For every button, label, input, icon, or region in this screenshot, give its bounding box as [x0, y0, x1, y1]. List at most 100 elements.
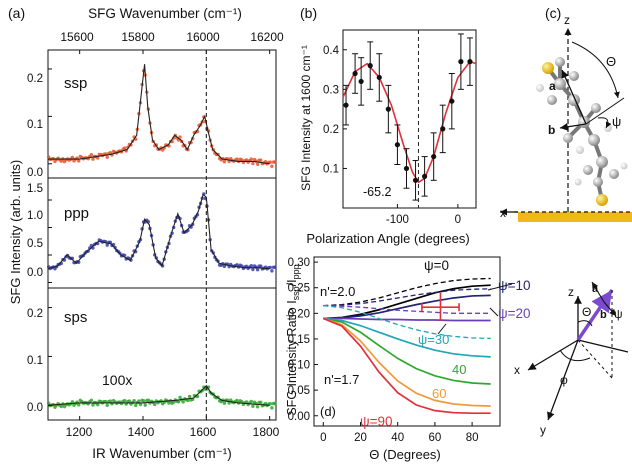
- ppp-tick-label: 1.5: [27, 183, 43, 195]
- b-x-tick-label: 0: [455, 214, 461, 226]
- d-x-tick-label: 20: [354, 432, 367, 444]
- ppp-tick-label: 0.5: [27, 238, 43, 250]
- axes-b: [603, 301, 617, 317]
- molecule-b-axis: [559, 122, 587, 131]
- axes-phi-label: φ: [560, 373, 568, 387]
- ssp-data-point: [105, 155, 109, 159]
- panel-d-plot: [322, 277, 491, 415]
- panel-d-x-label: Θ (Degrees): [369, 447, 441, 462]
- sps-data-point: [249, 399, 253, 404]
- ppp-data-point: [270, 269, 274, 273]
- ssp-data-point: [122, 146, 127, 150]
- b-data-point: [385, 106, 391, 112]
- panel-b-axes: 0.1 0.2 0.3 0.4 -100 0: [323, 45, 461, 226]
- psi-40-label: 40: [452, 362, 466, 377]
- d-x-tick-label: 40: [391, 432, 404, 444]
- sps-data-point: [91, 403, 95, 407]
- panel-a-bottom-tick: 1200: [66, 425, 93, 439]
- panel-d-n17: n'=1.7: [324, 372, 359, 387]
- panel-a-bottom-tick: 1600: [190, 425, 217, 439]
- d-x-tick-label: 80: [466, 432, 479, 444]
- d-series-line-4: [323, 317, 491, 385]
- gold-surface: [518, 212, 632, 222]
- sps-data-point: [70, 400, 75, 404]
- psi-20-label: ψ=20: [498, 306, 531, 321]
- sps-data-point: [132, 398, 136, 403]
- d-series-line-7: [323, 277, 491, 307]
- c-z-label: z: [564, 13, 570, 27]
- ssp-data-point: [268, 160, 272, 164]
- sps-data-point: [146, 398, 151, 402]
- panel-a-top-ticks: 15600 15800 16000 16200: [60, 30, 284, 44]
- ssp-fit-line: [48, 64, 270, 165]
- sps-data-point: [251, 404, 255, 408]
- axes-z-label: z: [568, 285, 574, 299]
- sps-data-point: [143, 403, 147, 407]
- d-series-line-9: [323, 305, 491, 314]
- panel-a-bottom-axis-label: IR Wavenumber (cm⁻¹): [92, 446, 231, 461]
- b-data-point: [343, 102, 349, 108]
- sps-fit-line: [47, 384, 270, 406]
- psi-90-label: ψ=90: [360, 414, 393, 429]
- psi-60-label: 60: [432, 386, 446, 401]
- ppp-fit-line: [47, 193, 270, 270]
- panel-b-x-label: Polarization Angle (degrees): [306, 231, 469, 246]
- euler-axes-diagram: z x y a b Θ ψ φ: [514, 281, 629, 437]
- ssp-tick-label: 0.1: [27, 119, 43, 131]
- axes-a-label: a: [592, 283, 599, 295]
- d-x-tick-label: 60: [429, 432, 442, 444]
- sps-data-point: [127, 399, 132, 403]
- ppp-plot-frame: [47, 177, 277, 289]
- b-y-tick-label: 0.3: [323, 84, 339, 96]
- ssp-tick-label: 0.2: [27, 73, 43, 85]
- axes-theta-arc: [577, 320, 593, 327]
- psi-30-label: ψ=30: [418, 332, 449, 347]
- axes-y-label: y: [540, 423, 546, 437]
- sps-data-point: [122, 398, 127, 403]
- axes-y: [547, 339, 579, 421]
- panel-a-bottom-tick: 1400: [128, 425, 155, 439]
- sps-data-point: [137, 399, 141, 403]
- molecule-diagram: x z Θ: [500, 13, 632, 222]
- sps-tick-label: 0.0: [27, 402, 43, 414]
- b-data-point: [367, 63, 373, 69]
- psi-arc: [597, 117, 612, 129]
- d-series-line-10: [323, 305, 491, 340]
- sps-data-point: [240, 399, 244, 404]
- panel-a-top-tick: 15800: [121, 30, 155, 44]
- b-y-tick-label: 0.4: [323, 45, 340, 57]
- b-data-point: [422, 173, 428, 179]
- sps-tick-label: 0.2: [27, 308, 43, 320]
- sps-data-point: [108, 399, 113, 403]
- d-series-line-1: [323, 294, 491, 320]
- sps-data-point: [77, 403, 81, 407]
- b-data-point: [352, 70, 358, 77]
- axes-theta-label: Θ: [582, 305, 591, 319]
- psi-10-leader: [487, 283, 513, 291]
- panel-d-frame: [313, 256, 501, 427]
- sps-data-point: [244, 400, 249, 404]
- panel-a-y-label: SFG Intensity (arb. units): [8, 160, 23, 305]
- ssp-data-point: [270, 164, 274, 168]
- b-y-tick-label: 0.1: [323, 163, 339, 175]
- ssp-data-point: [77, 159, 81, 163]
- ssp-data-point: [178, 135, 182, 139]
- sps-y-ticks: 0.2 0.1 0.0: [27, 308, 43, 414]
- d-y-tick-label: 0.10: [288, 360, 310, 372]
- psi-20-leader: [489, 307, 499, 317]
- ssp-data-point: [259, 158, 263, 162]
- sps-data-point: [96, 402, 100, 407]
- panel-a-top-axis-label: SFG Wavenumber (cm⁻¹): [88, 6, 242, 21]
- ppp-data-point: [255, 267, 260, 272]
- panel-c-label: (c): [545, 5, 561, 21]
- ppp-y-ticks: 1.5 1.0 0.5 0.0: [27, 183, 43, 279]
- sps-label: sps: [64, 309, 87, 326]
- axes-phi-arc: [559, 349, 591, 362]
- d-series-line-6: [322, 317, 491, 415]
- panel-a-spectra: [46, 50, 277, 420]
- theta-arc: [571, 41, 620, 99]
- panel-b-frame: [342, 29, 477, 209]
- sps-data-point: [134, 403, 138, 408]
- b-x-tick-label: -100: [386, 214, 409, 226]
- molecule-vector: [576, 289, 614, 341]
